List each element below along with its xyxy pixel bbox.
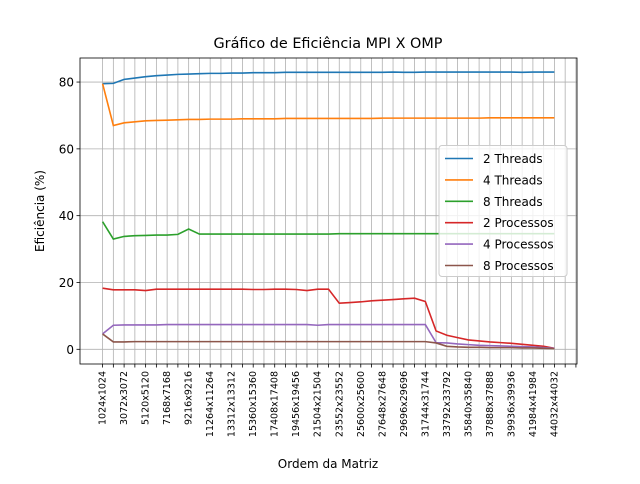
y-tick-label: 0 xyxy=(66,343,74,357)
x-tick-label: 31744x31744 xyxy=(420,371,431,437)
series-line xyxy=(102,287,555,350)
plot-frame xyxy=(79,57,578,365)
x-tick-label: 17408x17408 xyxy=(270,371,281,437)
x-axis-label: Ordem da Matriz xyxy=(278,457,378,471)
series-line xyxy=(101,83,555,127)
x-tick-label: 37888x37888 xyxy=(485,371,496,437)
legend: 2 Threads 4 Threads 8 Threads 2 Processos 4 … xyxy=(438,145,568,277)
x-tick-label: 15360x15360 xyxy=(248,371,259,437)
legend-label: 2 Threads xyxy=(483,152,543,166)
x-tick-label: 1024x1024 xyxy=(98,371,109,425)
series-line xyxy=(102,71,555,85)
series-line xyxy=(102,333,555,350)
x-tick-label: 33792x33792 xyxy=(442,371,453,437)
x-tick-label: 25600x25600 xyxy=(356,371,367,437)
x-tick-label: 5120x5120 xyxy=(141,371,152,425)
y-axis-label: Eficiência (%) xyxy=(33,170,47,252)
x-tick-label: 21504x21504 xyxy=(313,371,324,437)
legend-label: 8 Processos xyxy=(483,259,554,273)
x-tick-label: 3072x3072 xyxy=(119,371,130,425)
x-tick-label: 41984x41984 xyxy=(528,371,539,437)
x-tick-label: 7168x7168 xyxy=(162,371,173,425)
x-tick-label: 9216x9216 xyxy=(184,371,195,425)
x-tick-label: 23552x23552 xyxy=(334,371,345,437)
x-tick-label: 27648x27648 xyxy=(377,371,388,437)
chart-title: Gráfico de Eficiência MPI X OMP xyxy=(214,36,443,52)
x-tick-label: 19456x19456 xyxy=(291,371,302,437)
x-tick-label: 39936x39936 xyxy=(506,371,517,437)
x-tick-label: 44032x44032 xyxy=(549,371,560,437)
x-tick-label: 13312x13312 xyxy=(227,371,238,437)
y-tick-label: 20 xyxy=(59,276,74,290)
x-tick-label: 11264x11264 xyxy=(205,371,216,437)
y-tick-label: 40 xyxy=(59,209,74,223)
y-tick-label: 80 xyxy=(59,76,74,90)
x-tick-label: 35840x35840 xyxy=(463,371,474,437)
x-tick-label: 29696x29696 xyxy=(399,371,410,437)
legend-label: 4 Processos xyxy=(483,238,554,252)
legend-label: 4 Threads xyxy=(483,173,543,187)
series-line xyxy=(102,323,555,350)
y-tick-label: 60 xyxy=(59,142,74,156)
legend-label: 8 Threads xyxy=(483,195,543,209)
legend-label: 2 Processos xyxy=(483,216,554,230)
